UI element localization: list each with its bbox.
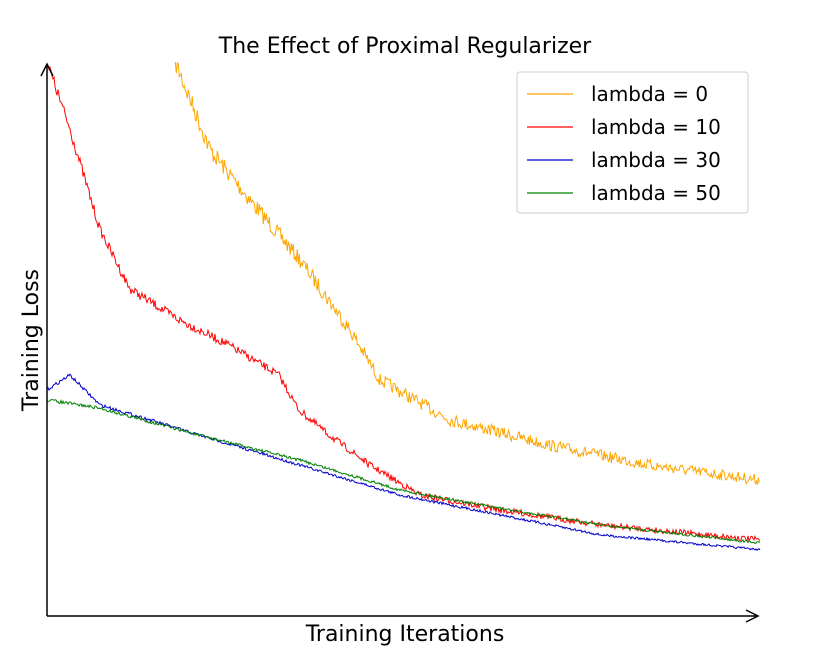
series-line-lambda-0: [174, 61, 760, 486]
legend-box: [516, 71, 749, 214]
chart-title: The Effect of Proximal Regularizer: [218, 34, 592, 59]
x-axis-label: Training Iterations: [305, 622, 505, 647]
series-line-lambda-50: [46, 399, 761, 544]
legend-label: lambda = 50: [591, 181, 721, 205]
series-lines: [46, 61, 761, 552]
legend-label: lambda = 10: [591, 115, 721, 139]
y-axis-label: Training Loss: [19, 269, 44, 412]
legend-label: lambda = 0: [591, 82, 708, 106]
legend: lambda = 0 lambda = 10 lambda = 30 lambda =…: [516, 71, 749, 214]
series-line-lambda-30: [46, 373, 761, 552]
legend-label: lambda = 30: [591, 148, 721, 172]
y-axis-arrow: [40, 62, 54, 77]
x-axis-arrow: [745, 609, 760, 623]
